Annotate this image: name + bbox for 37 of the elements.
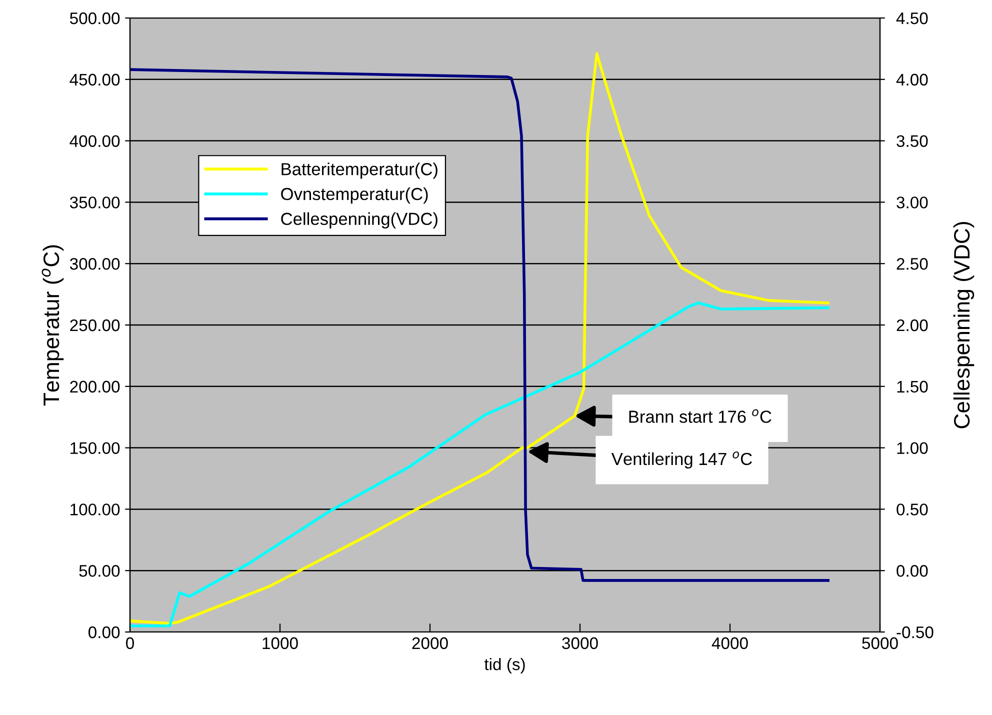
x-tick-label: 2000 <box>412 637 448 650</box>
y-tick-label: 350.00 <box>70 196 120 208</box>
y2-tick-label: 0.00 <box>896 565 928 577</box>
y2-tick-label: 4.00 <box>896 74 928 86</box>
y-tick-label: 200.00 <box>70 380 120 393</box>
y2-axis-title: Cellespenning (VDC) <box>953 222 974 428</box>
y2-tick-label: 1.00 <box>897 442 928 454</box>
y2-tick-label: 3.50 <box>896 135 928 148</box>
annotation: Ventilering 147 $^{o}$C <box>611 451 752 469</box>
x-tick-label: 4000 <box>712 637 748 650</box>
x-tick-label: 3000 <box>562 637 598 650</box>
x-axis-title: tid (s) <box>484 658 525 674</box>
x-tick-label: 5000 <box>862 637 898 650</box>
y-tick-label: 300.00 <box>70 258 120 270</box>
y2-tick-label: 2.00 <box>896 319 928 332</box>
legend-label: Ovnstemperatur(C) <box>281 187 428 204</box>
y-tick-label: 400.00 <box>70 135 120 148</box>
line-series <box>130 302 830 628</box>
y-tick-label: 450.00 <box>70 74 120 86</box>
y-tick-label: 500.00 <box>70 12 120 24</box>
legend-label: Cellespenning(VDC) <box>281 212 438 228</box>
x-tick-label: 1000 <box>262 637 298 650</box>
y2-tick-label: -0.50 <box>896 626 934 638</box>
y-tick-label: 150.00 <box>70 442 120 454</box>
legend-label: Batteritemperatur(C) <box>282 162 438 179</box>
y-tick-label: 250.00 <box>70 319 120 332</box>
y-tick-label: 0.00 <box>88 626 120 638</box>
y2-tick-label: 3.00 <box>896 196 928 208</box>
y2-tick-label: 1.50 <box>897 380 928 393</box>
y-tick-label: 100.00 <box>70 504 120 516</box>
y2-tick-label: 2.50 <box>896 258 928 270</box>
x-tick-label: 0 <box>126 637 134 650</box>
y-tick-label: 50.00 <box>79 565 120 577</box>
y2-tick-label: 0.50 <box>896 504 928 516</box>
y2-tick-label: 4.50 <box>896 12 928 24</box>
y-axis-title: Temperatur ($^{o}$C) <box>42 245 64 406</box>
annotation: Brann start 176 $^{o}$C <box>629 409 772 423</box>
